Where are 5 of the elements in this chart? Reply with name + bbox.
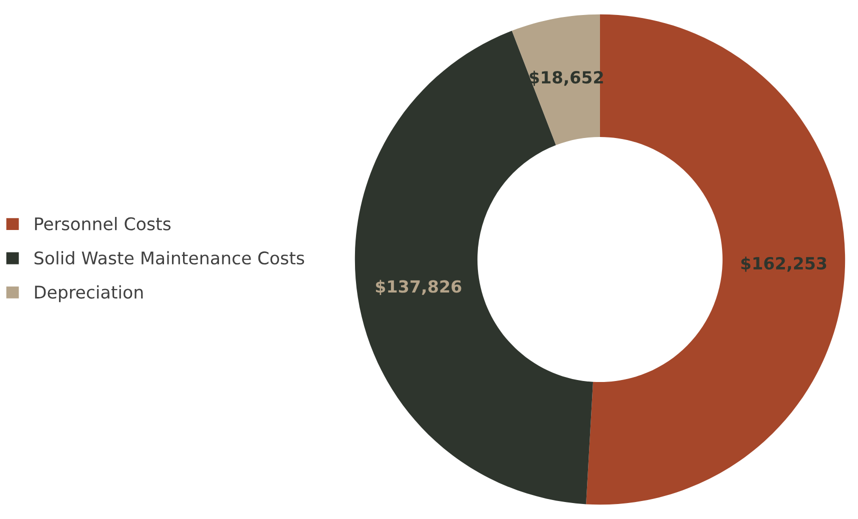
legend-label: Personnel Costs [35, 216, 171, 230]
legend-label: Depreciation [35, 285, 143, 302]
data-label: $137,826 [376, 280, 462, 295]
data-label: $162,253 [741, 256, 826, 272]
legend-label: Solid Waste Maintenance Costs [34, 251, 304, 265]
